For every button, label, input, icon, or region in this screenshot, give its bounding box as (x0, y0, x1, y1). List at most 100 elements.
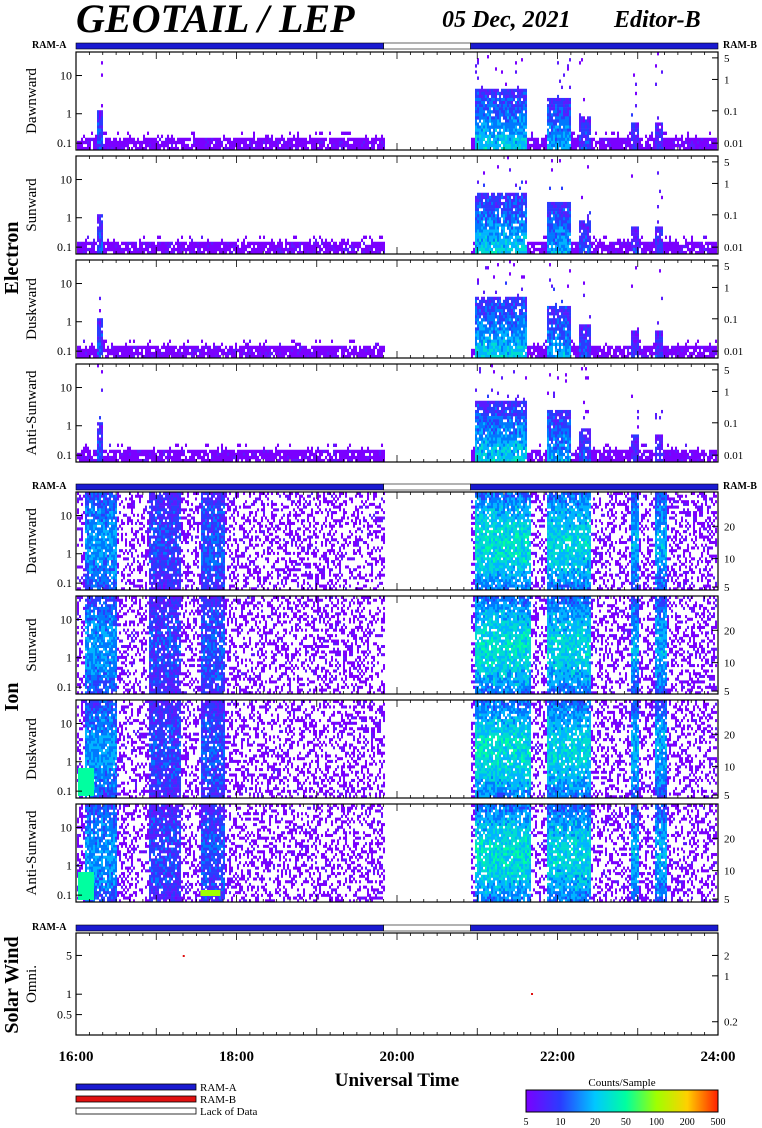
y-tick-label: 1 (66, 211, 72, 225)
y-tick-label: 5 (66, 948, 72, 962)
y-tick-label-right: 1 (724, 178, 730, 190)
spectrogram (182, 955, 534, 995)
panel-frame (75, 932, 719, 1036)
x-tick-label: 16:00 (59, 1049, 94, 1065)
plot-title: GEOTAIL / LEP (76, 0, 355, 41)
y-tick-label-right: 0.1 (724, 418, 738, 430)
group-label-ion: Ion (1, 683, 23, 712)
y-tick-label: 0.1 (57, 240, 72, 254)
legend-label-ram-a: RAM-A (200, 1082, 237, 1094)
y-tick-label: 0.1 (57, 136, 72, 150)
y-tick-label-right: 2 (724, 950, 730, 962)
ram-bar-segment (383, 42, 471, 50)
ram-label-left-2: RAM-A (32, 481, 67, 492)
y-tick-label: 1 (66, 755, 72, 769)
x-tick-label: 22:00 (540, 1049, 575, 1065)
colorbar-tick-label: 500 (711, 1117, 726, 1128)
x-tick-label: 20:00 (380, 1049, 415, 1065)
legend-label-lack-of-data: Lack of Data (200, 1106, 258, 1118)
x-axis-label: Universal Time (335, 1070, 459, 1091)
y-tick-label-right: 1 (724, 386, 730, 398)
y-tick-label: 10 (60, 173, 72, 187)
low-energy-enhancement (78, 872, 94, 900)
y-tick-label-right: 20 (724, 833, 736, 845)
low-energy-enhancement (78, 768, 94, 796)
y-tick-label: 10 (60, 717, 72, 731)
panel-label: Dawnward (24, 68, 40, 134)
y-tick-label: 0.1 (57, 784, 72, 798)
colorbar-tick-label: 200 (680, 1117, 695, 1128)
y-tick-label-right: 10 (724, 762, 736, 774)
ram-bar-segment (75, 924, 384, 932)
y-tick-label-right: 10 (724, 866, 736, 878)
y-tick-label: 10 (60, 509, 72, 523)
panel-label: Sunward (24, 178, 40, 232)
panel-electron-duskward: Duskward 10 1 0.1 5 1 0.1 0.01 (24, 259, 743, 359)
y-tick-label-right: 20 (724, 729, 736, 741)
y-tick-label-right: 1 (724, 74, 730, 86)
panel-ion-dawnward: Dawnward 10 1 0.1 20 10 5 (24, 491, 736, 594)
ram-label-left-1: RAM-A (32, 40, 67, 51)
y-tick-label-right: 5 (724, 261, 730, 273)
spectrogram (77, 804, 717, 903)
sample-dot (182, 955, 185, 957)
ram-bar-segment (75, 483, 384, 491)
y-tick-label-right: 20 (724, 521, 736, 533)
legend-swatch-ram-b (75, 1095, 197, 1103)
y-tick-label-right: 5 (724, 582, 730, 594)
y-tick-label: 10 (60, 69, 72, 83)
panel-label: Duskward (24, 278, 40, 340)
group-label-electron: Electron (1, 222, 23, 295)
spectrogram (77, 260, 717, 359)
panel-ion-sunward: Sunward 10 1 0.1 20 10 5 (24, 595, 736, 698)
y-tick-label: 10 (60, 277, 72, 291)
y-tick-label-right: 1 (724, 971, 730, 983)
plot-date: 05 Dec, 2021 (442, 7, 571, 33)
y-tick-label: 1 (66, 107, 72, 121)
panel-label: Omni. (24, 965, 40, 1003)
panel-label: Anti-Sunward (24, 370, 40, 455)
ram-bar-segment (470, 483, 719, 491)
y-tick-label-right: 5 (724, 53, 730, 65)
y-tick-label-right: 5 (724, 790, 730, 802)
y-tick-label: 0.1 (57, 576, 72, 590)
y-tick-label-right: 0.01 (724, 242, 743, 254)
spectrogram (77, 52, 717, 151)
y-tick-label-right: 5 (724, 157, 730, 169)
spectrogram (77, 364, 717, 463)
ram-bar-segment (75, 42, 384, 50)
sample-dot (531, 993, 534, 995)
spectrogram (77, 492, 717, 591)
ram-label-right-2: RAM-B (723, 481, 757, 492)
y-tick-label-right: 5 (724, 365, 730, 377)
y-tick-label: 10 (60, 821, 72, 835)
ram-label-right-1: RAM-B (723, 40, 757, 51)
ram-bar-segment (470, 42, 719, 50)
panel-label: Duskward (24, 718, 40, 780)
colorbar (525, 1089, 719, 1113)
panel-electron-sunward: Sunward 10 1 0.1 5 1 0.1 0.01 (24, 155, 743, 255)
y-tick-label: 1 (66, 547, 72, 561)
y-tick-label-right: 20 (724, 625, 736, 637)
ram-bar-segment (383, 483, 471, 491)
y-tick-label-right: 0.01 (724, 138, 743, 150)
ram-bar-segment (383, 924, 471, 932)
colorbar-tick-label: 20 (590, 1117, 600, 1128)
y-tick-label-right: 10 (724, 554, 736, 566)
y-tick-label-right: 0.01 (724, 346, 743, 358)
panel-ion-duskward: Duskward 10 1 0.1 20 10 5 (24, 699, 736, 802)
y-tick-label: 0.1 (57, 680, 72, 694)
group-label-solar-wind: Solar Wind (1, 936, 23, 1033)
y-tick-label: 0.5 (57, 1008, 72, 1022)
ram-label-left-3: RAM-A (32, 922, 67, 933)
spectrogram (77, 156, 717, 255)
colorbar-title: Counts/Sample (588, 1077, 655, 1089)
panel-electron-dawnward: Dawnward 10 1 0.1 5 1 0.1 0.01 (24, 51, 743, 151)
colorbar-tick-label: 100 (649, 1117, 664, 1128)
colorbar-tick-label: 5 (524, 1117, 529, 1128)
colorbar-tick-label: 10 (556, 1117, 566, 1128)
y-tick-label-right: 0.01 (724, 450, 743, 462)
spectrogram (77, 596, 717, 695)
panel-solar-wind-omni: Omni. 5 1 0.5 2 1 0.2 (24, 932, 738, 1036)
y-tick-label: 1 (66, 987, 72, 1001)
